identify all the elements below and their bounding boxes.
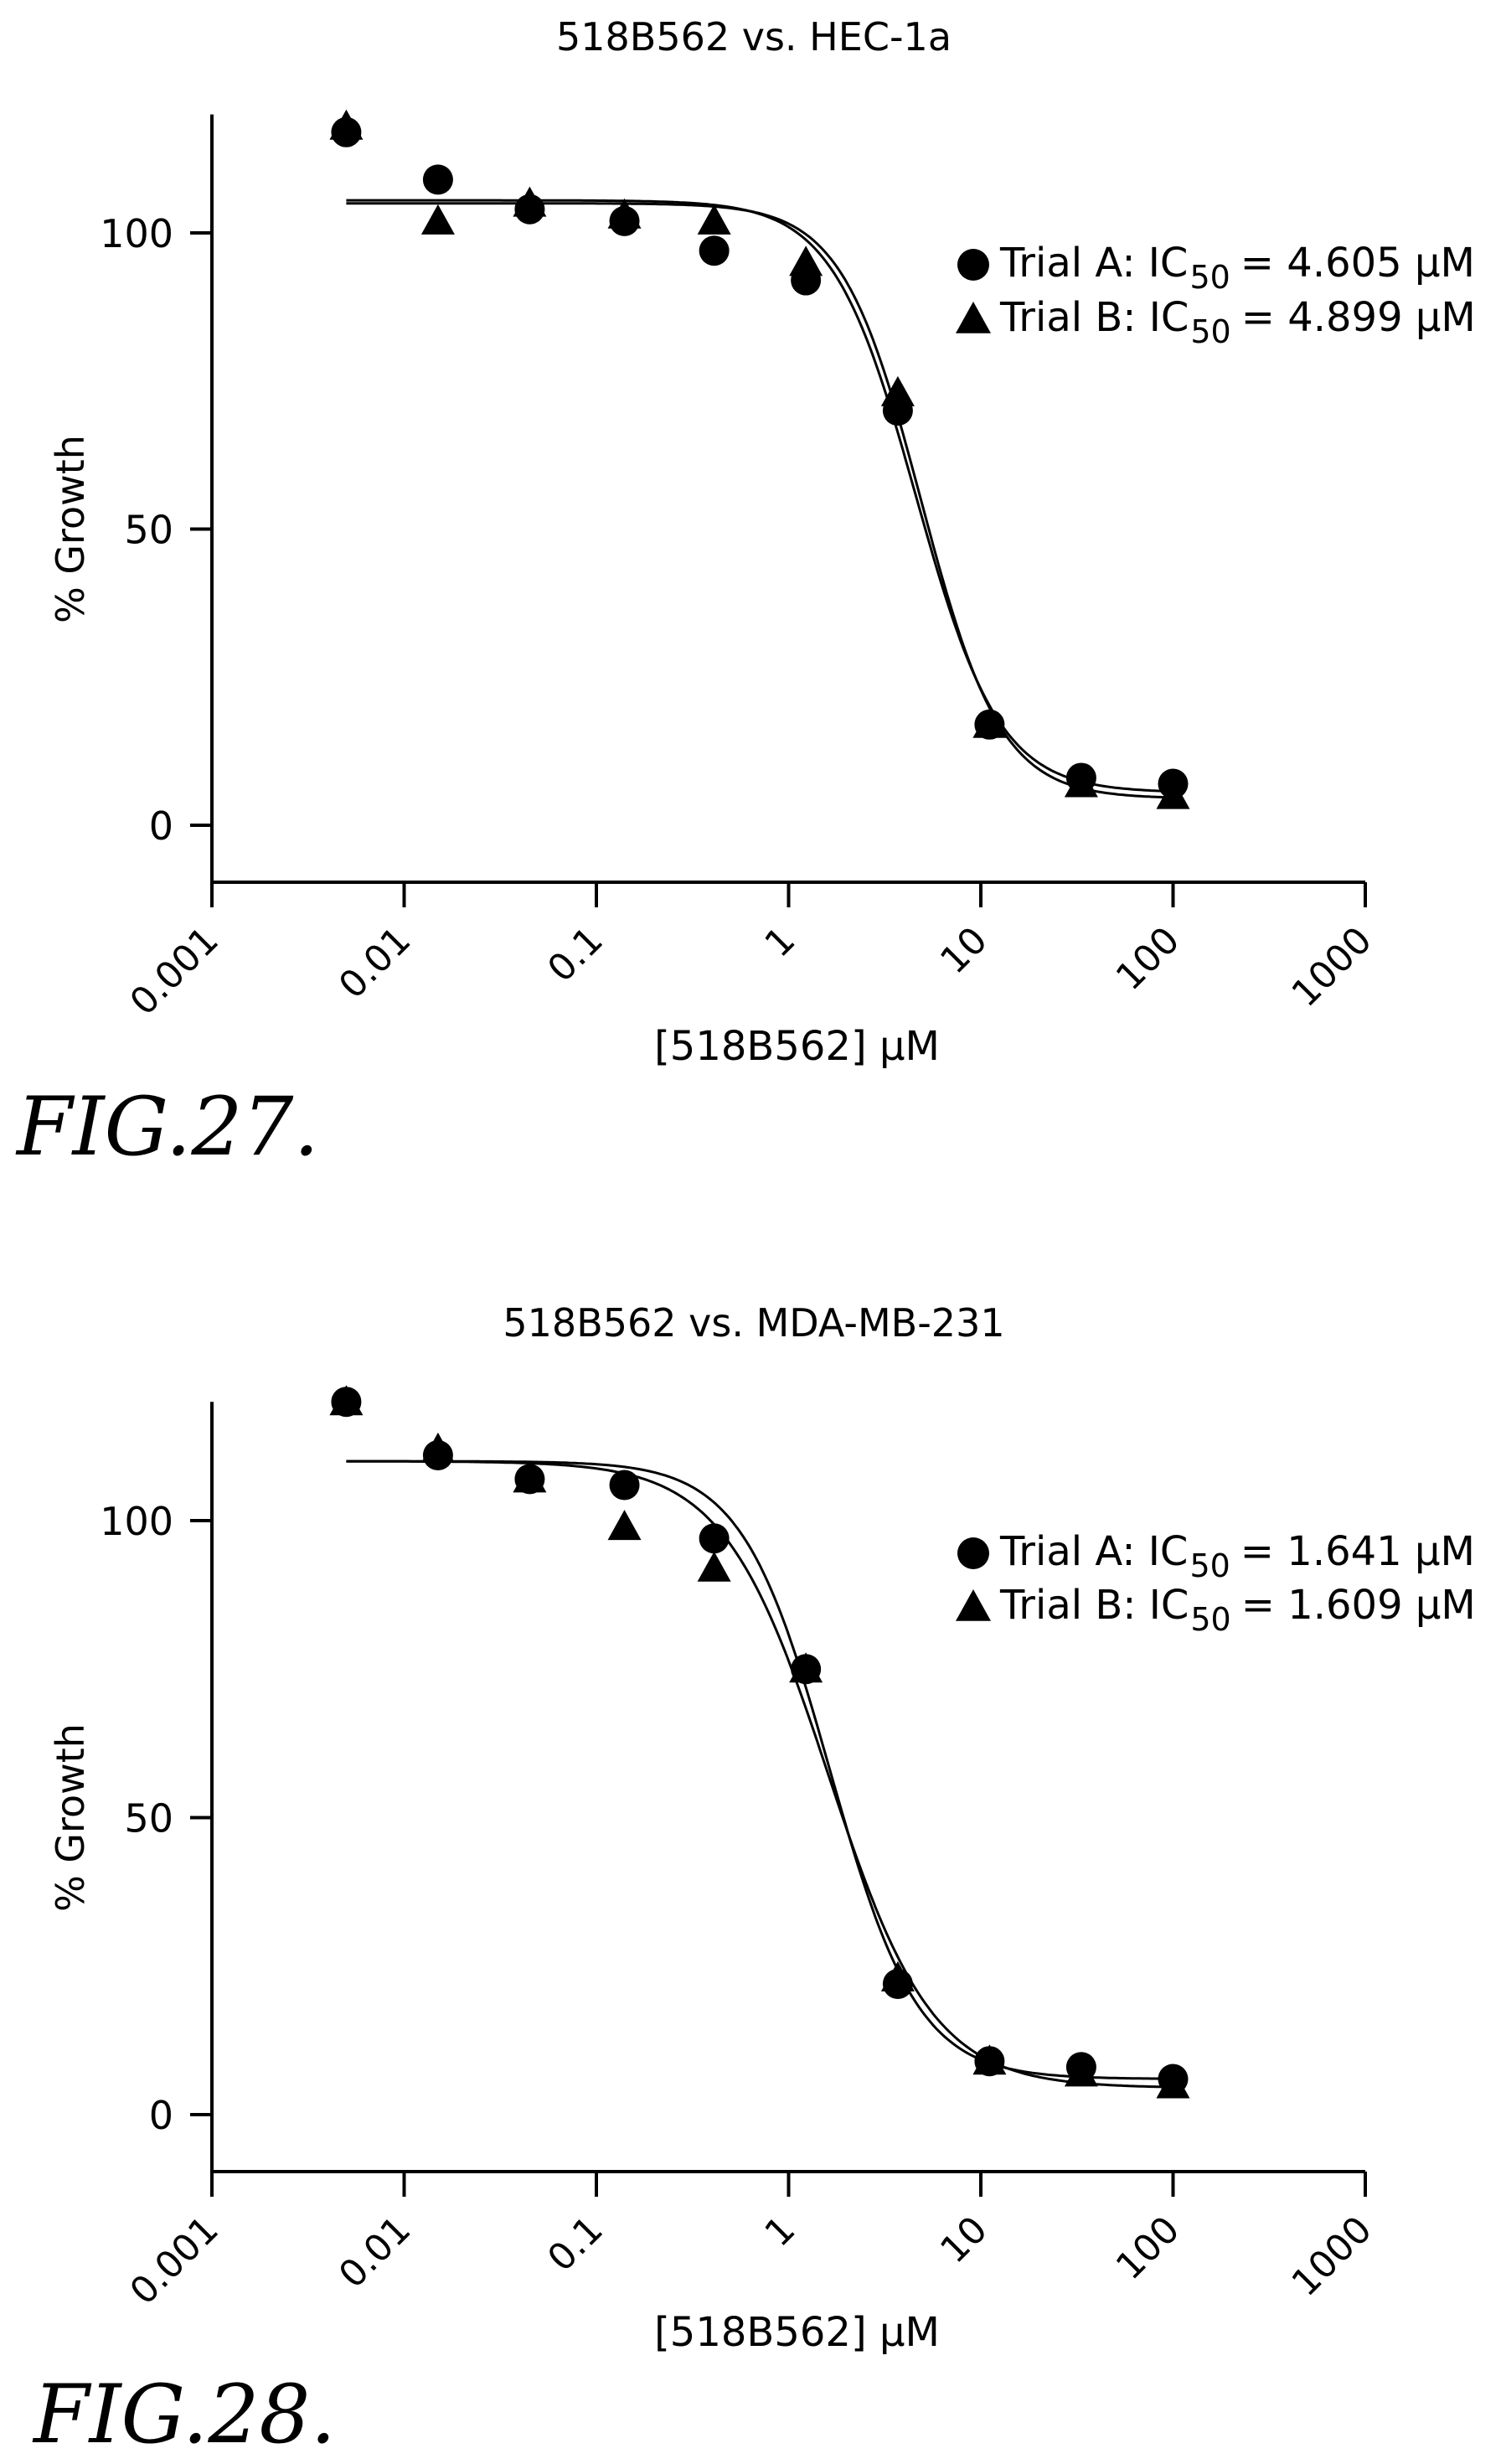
chart-panel-2: 518B562 vs. MDA-MB-231 0 50 100 0.001 0.01 0.1… [32, 1300, 1476, 2461]
data-point-trial-a [974, 2046, 1005, 2077]
figure-label: FIG.28. [32, 2368, 336, 2460]
x-tick-label: 0.01 [331, 919, 419, 1007]
legend-ic50-value: = 4.899 μM [1241, 294, 1476, 341]
data-point-trial-a [882, 1969, 913, 2000]
y-axis-label: % Growth [48, 1723, 93, 1912]
x-tick-label: 1 [756, 2208, 803, 2255]
legend-ic50-value: = 1.609 μM [1241, 1582, 1476, 1629]
legend-label: Trial A: IC [999, 1528, 1188, 1575]
x-tick-label: 10 [932, 2208, 996, 2272]
data-point-trial-b [697, 204, 731, 235]
x-tick-label: 1000 [1284, 2208, 1380, 2305]
chart-title: 518B562 vs. MDA-MB-231 [503, 1300, 1004, 1346]
data-point-trial-a [331, 1387, 362, 1418]
y-tick-label: 100 [100, 1499, 173, 1544]
legend-marker-circle [957, 249, 989, 281]
y-tick-label: 0 [149, 803, 173, 849]
data-point-trial-a [791, 265, 822, 296]
chart-title: 518B562 vs. HEC-1a [556, 14, 952, 59]
x-axis-label: [518B562] μM [654, 2309, 940, 2356]
x-tick-label: 1 [756, 919, 803, 966]
legend-marker-triangle [956, 302, 991, 333]
data-point-trial-a [791, 1654, 822, 1685]
data-point-trial-a [331, 116, 362, 147]
legend-ic50-subscript: 50 [1190, 1601, 1230, 1638]
y-tick-label: 100 [100, 211, 173, 256]
legend-marker-triangle [956, 1589, 991, 1621]
data-point-trial-a [1065, 2052, 1096, 2083]
legend-ic50-subscript: 50 [1190, 313, 1230, 350]
y-tick-label: 50 [124, 508, 173, 553]
fit-curve-trial-b [346, 202, 1173, 799]
data-point-trial-a [882, 395, 913, 426]
legend-ic50-subscript: 50 [1189, 1547, 1230, 1584]
data-point-trial-a [1158, 768, 1189, 799]
chart-panel-1: 518B562 vs. HEC-1a 0 50 100 0.001 0.01 0.1 1 10 1… [15, 14, 1476, 1174]
data-point-trial-a [699, 1523, 730, 1554]
x-tick-label: 0.01 [331, 2208, 419, 2296]
legend-ic50-value: = 4.605 μM [1240, 240, 1475, 287]
x-tick-label: 0.001 [122, 919, 227, 1024]
legend-label: Trial A: IC [999, 240, 1188, 287]
figure-label: FIG.27. [15, 1080, 319, 1174]
x-axis-label: [518B562] μM [654, 1023, 940, 1070]
data-point-trial-a [609, 1470, 640, 1501]
x-tick-label: 0.001 [122, 2208, 227, 2313]
x-tick-label: 0.1 [539, 2208, 611, 2281]
y-axis-label: % Growth [48, 435, 93, 623]
x-tick-label: 100 [1108, 2208, 1188, 2288]
data-point-trial-a [422, 1440, 453, 1471]
data-point-trial-b [420, 204, 455, 235]
legend-marker-circle [957, 1537, 989, 1569]
data-point-trial-b [607, 1510, 642, 1541]
data-point-trial-a [699, 235, 730, 266]
x-tick-label: 10 [932, 919, 996, 983]
y-tick-label: 50 [124, 1796, 173, 1842]
data-point-trial-a [609, 205, 640, 236]
x-tick-label: 0.1 [539, 919, 611, 991]
fit-curve-trial-b [346, 1459, 1173, 2089]
data-point-trial-a [514, 1464, 545, 1495]
legend-label: Trial B: IC [999, 1582, 1189, 1629]
data-point-trial-a [1065, 762, 1096, 793]
data-point-trial-a [974, 709, 1005, 740]
legend-ic50-value: = 1.641 μM [1240, 1528, 1475, 1575]
x-tick-label: 1000 [1284, 919, 1380, 1015]
data-point-trial-a [514, 194, 545, 225]
x-tick-label: 100 [1108, 919, 1188, 999]
y-tick-label: 0 [149, 2093, 173, 2138]
data-point-trial-a [1158, 2064, 1189, 2095]
data-point-trial-a [422, 164, 453, 195]
legend-ic50-subscript: 50 [1189, 259, 1230, 296]
data-point-trial-b [697, 1551, 731, 1582]
legend-label: Trial B: IC [999, 294, 1189, 341]
fit-curve-trial-a [346, 199, 1173, 793]
